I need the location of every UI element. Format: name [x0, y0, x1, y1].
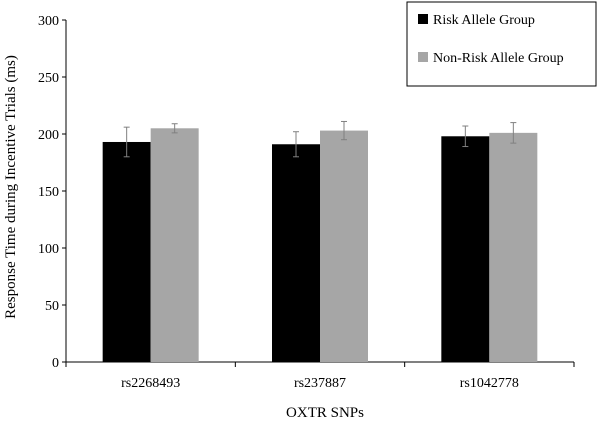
x-tick-label: rs1042778 [460, 376, 519, 391]
legend: Risk Allele Group Non-Risk Allele Group [406, 1, 597, 87]
y-tick-label: 100 [38, 242, 59, 257]
legend-box [406, 1, 597, 87]
y-tick-label: 50 [45, 299, 59, 314]
bar-series-group [102, 128, 538, 362]
x-tick-label: rs2268493 [121, 376, 180, 391]
error-bar-group [123, 120, 517, 158]
x-axis: rs2268493 rs237887 rs1042778 [65, 361, 575, 391]
legend-swatch [418, 14, 428, 24]
bar [150, 128, 199, 362]
bar [489, 132, 538, 362]
legend-swatch [418, 52, 428, 62]
bar [320, 130, 368, 362]
bar [272, 144, 320, 362]
bar [102, 141, 151, 362]
x-tick-label: rs237887 [294, 376, 346, 391]
bar [441, 136, 490, 362]
y-tick-label: 150 [38, 185, 59, 200]
y-axis: 0 50 100 150 200 250 300 [38, 14, 67, 371]
legend-label: Risk Allele Group [433, 13, 535, 28]
x-axis-title: OXTR SNPs [286, 405, 364, 421]
legend-label: Non-Risk Allele Group [433, 51, 564, 66]
y-tick-label: 200 [38, 128, 59, 143]
y-axis-title: Response Time during Incentive Trials (m… [3, 55, 19, 319]
y-tick-label: 250 [38, 71, 59, 86]
y-tick-label: 300 [38, 14, 59, 29]
y-tick-label: 0 [52, 356, 59, 371]
